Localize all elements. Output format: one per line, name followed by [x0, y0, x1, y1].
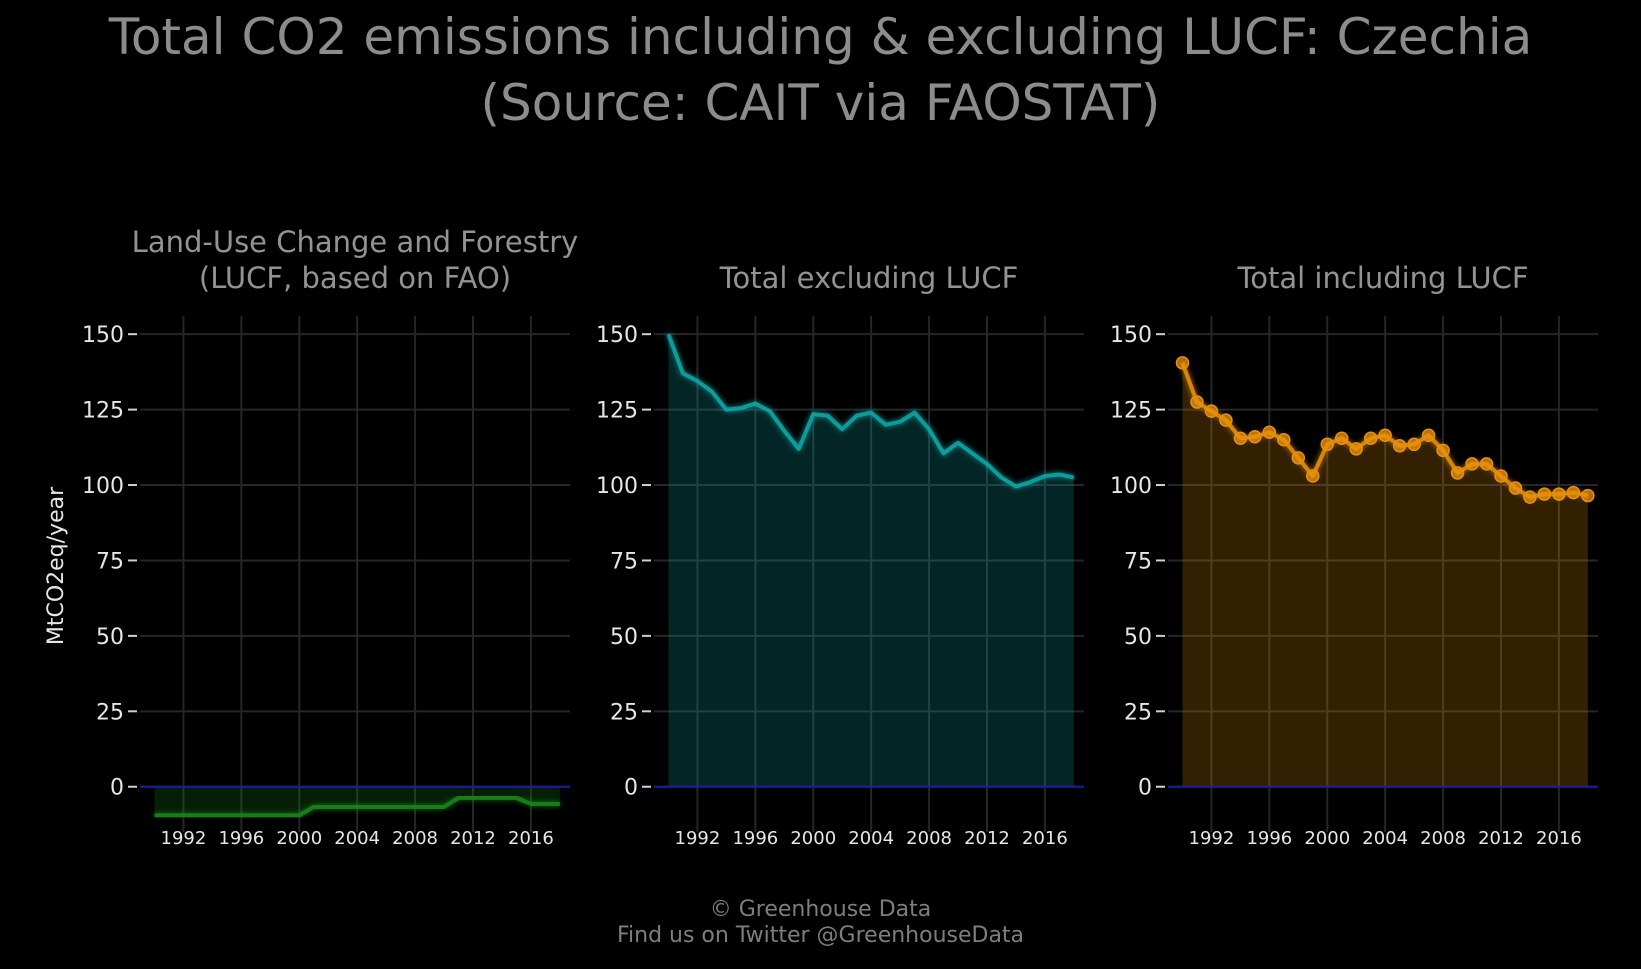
x-tick-label: 2004 [848, 828, 894, 849]
series-area [154, 786, 560, 816]
y-tick-label: 150 [1110, 323, 1152, 348]
x-tick-label: 2016 [508, 828, 554, 849]
y-axis-label: MtCO2eq/year [44, 486, 69, 645]
y-tick-label: 25 [96, 700, 124, 725]
x-tick-label: 1996 [1246, 828, 1292, 849]
panel-1-title: (LUCF, based on FAO) [199, 261, 511, 295]
x-tick-label: 2004 [1362, 828, 1408, 849]
x-tick-label: 2012 [1478, 828, 1524, 849]
x-tick-label: 1992 [161, 828, 207, 849]
chart-title: Total CO2 emissions including & excludin… [0, 4, 1641, 136]
series-line [154, 795, 560, 818]
y-tick-label: 125 [82, 399, 124, 424]
panel-1: Land-Use Change and Forestry(LUCF, based… [82, 225, 578, 849]
chart-title-line2: (Source: CAIT via FAOSTAT) [480, 74, 1161, 132]
y-tick-label: 125 [596, 399, 638, 424]
data-point [1219, 413, 1233, 427]
x-tick-label: 1996 [732, 828, 778, 849]
y-tick-label: 0 [110, 776, 124, 801]
x-tick-label: 2016 [1536, 828, 1582, 849]
data-point [1291, 451, 1306, 465]
data-point [1566, 485, 1581, 500]
y-tick-label: 75 [610, 549, 638, 574]
y-tick-label: 125 [1110, 399, 1152, 424]
y-tick-label: 100 [1110, 474, 1152, 499]
x-tick-label: 2000 [790, 828, 836, 849]
data-point [1581, 488, 1595, 503]
footer-copyright: © Greenhouse Data [709, 897, 932, 922]
data-point [1190, 395, 1204, 409]
y-tick-label: 75 [1124, 549, 1152, 574]
data-point [1407, 437, 1421, 452]
y-tick-label: 150 [82, 323, 124, 348]
data-point [1320, 437, 1335, 452]
x-tick-label: 2000 [1304, 828, 1350, 849]
y-tick-label: 0 [624, 776, 638, 801]
data-point [1248, 430, 1262, 444]
x-tick-label: 1992 [675, 828, 721, 849]
y-tick-label: 25 [1124, 700, 1152, 725]
data-point [1306, 469, 1320, 483]
data-point [1421, 428, 1436, 442]
data-point [1465, 457, 1479, 471]
y-tick-label: 150 [596, 323, 638, 348]
x-tick-label: 2016 [1022, 828, 1068, 849]
data-point [1537, 487, 1552, 501]
data-point [1277, 433, 1291, 447]
panel-3-title: Total including LUCF [1236, 261, 1528, 295]
data-point [1175, 356, 1190, 370]
x-tick-label: 1992 [1189, 828, 1235, 849]
x-tick-label: 2008 [1420, 828, 1466, 849]
series-area [668, 334, 1074, 787]
panel-2: Total excluding LUCF 0 25 50 75 100 125 150 1992… [596, 261, 1084, 849]
x-tick-label: 2000 [276, 828, 322, 849]
y-tick-label: 75 [96, 549, 124, 574]
panel-2-title: Total excluding LUCF [719, 261, 1019, 295]
y-tick-label: 50 [1124, 625, 1152, 650]
data-point [1508, 481, 1523, 495]
data-point [1233, 431, 1248, 446]
x-tick-label: 2012 [450, 828, 496, 849]
x-tick-label: 1996 [218, 828, 264, 849]
y-tick-label: 50 [96, 625, 124, 650]
data-point [1334, 431, 1349, 446]
x-tick-label: 2008 [392, 828, 438, 849]
x-tick-label: 2004 [334, 828, 380, 849]
data-point [1378, 428, 1392, 442]
x-tick-label: 2008 [906, 828, 952, 849]
y-tick-label: 25 [610, 700, 638, 725]
footer: © Greenhouse Data Find us on Twitter @Gr… [0, 897, 1641, 949]
y-tick-label: 100 [82, 474, 124, 499]
y-tick-label: 0 [1138, 776, 1152, 801]
data-point [1363, 431, 1378, 446]
panel-3: Total including LUCF 0 25 50 75 100 125 150 1992… [1110, 261, 1598, 849]
y-tick-label: 50 [610, 625, 638, 650]
data-point [1262, 425, 1277, 439]
x-tick-label: 2012 [964, 828, 1010, 849]
y-tick-label: 100 [596, 474, 638, 499]
data-point [1204, 404, 1219, 418]
data-point [1349, 442, 1363, 456]
data-point [1392, 439, 1407, 453]
data-point [1552, 487, 1566, 501]
data-point [1494, 469, 1508, 483]
panel-1-title: Land-Use Change and Forestry [132, 225, 579, 259]
footer-twitter: Find us on Twitter @GreenhouseData [616, 923, 1025, 948]
series-line [666, 333, 1075, 489]
data-point [1523, 490, 1537, 504]
data-point [1479, 457, 1494, 471]
chart-title-line1: Total CO2 emissions including & excludin… [108, 8, 1533, 66]
data-point [1436, 443, 1450, 458]
data-point [1450, 466, 1465, 480]
